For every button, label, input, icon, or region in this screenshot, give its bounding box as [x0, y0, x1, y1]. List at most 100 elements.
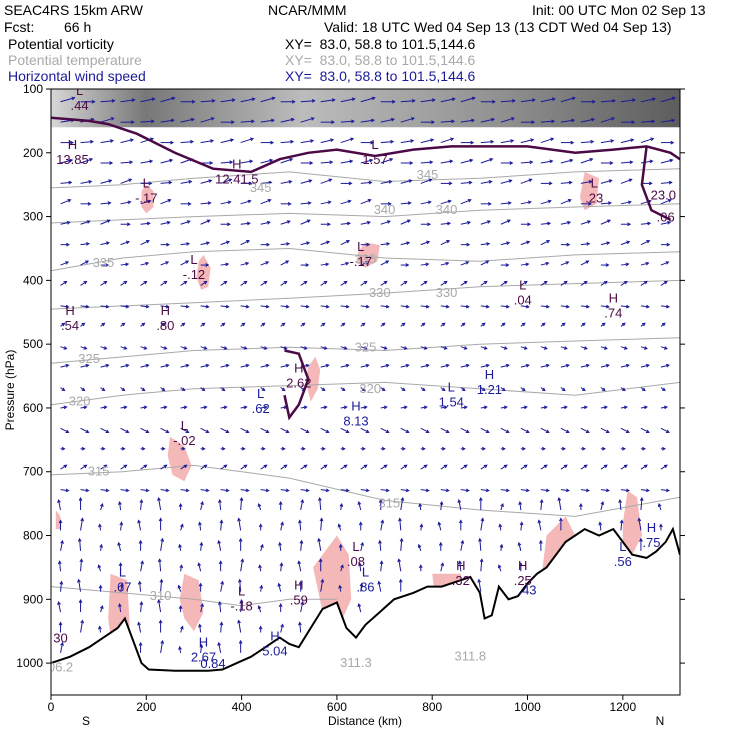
wind-arrow — [318, 496, 322, 511]
wind-arrow — [340, 427, 350, 433]
wind-arrow — [400, 99, 416, 103]
wind-arrow — [259, 584, 264, 592]
extremum-value: -.12 — [183, 267, 205, 282]
wind-arrow — [520, 98, 536, 103]
wind-arrow — [240, 280, 248, 286]
wind-arrow — [340, 488, 350, 493]
wind-arrow — [280, 346, 288, 350]
wind-arrow — [98, 523, 102, 531]
y-tick-label: 400 — [23, 273, 43, 287]
wind-arrow — [60, 427, 70, 433]
wind-arrow — [440, 239, 451, 246]
extremum-kind: H — [456, 558, 465, 573]
theta-label: 320 — [359, 381, 381, 396]
wind-arrow — [140, 464, 148, 470]
wind-arrow — [380, 99, 396, 104]
wind-arrow — [180, 523, 184, 531]
wind-arrow — [560, 405, 568, 410]
wind-arrow — [580, 427, 590, 433]
wind-arrow — [280, 363, 290, 368]
theta-label: 315 — [378, 496, 400, 511]
theta-label: 325 — [78, 351, 100, 366]
wind-arrow — [300, 280, 308, 286]
wind-arrow — [620, 98, 636, 103]
wind-arrow — [278, 603, 283, 613]
wind-arrow — [160, 304, 170, 309]
wind-arrow — [100, 117, 115, 123]
pv-region-8 — [179, 573, 204, 632]
wind-arrow — [120, 222, 131, 227]
wind-arrow — [458, 560, 462, 572]
wind-arrow — [500, 446, 506, 451]
wind-arrow — [660, 220, 672, 225]
wind-arrow — [260, 261, 270, 266]
extremum-value: .32 — [452, 573, 470, 588]
wind-arrow — [158, 517, 163, 531]
extremum-value: .62 — [252, 401, 270, 416]
wind-arrow — [480, 464, 488, 470]
wind-arrow — [600, 161, 614, 165]
wind-arrow — [420, 178, 433, 184]
wind-arrow — [340, 446, 346, 451]
wind-arrow — [620, 464, 628, 470]
wind-arrow — [240, 97, 256, 103]
wind-arrow — [260, 446, 266, 451]
wind-arrow — [220, 322, 226, 327]
wind-arrow — [440, 387, 446, 392]
wind-arrow — [358, 562, 362, 572]
wind-arrow — [400, 280, 408, 286]
wind-arrow — [380, 280, 388, 286]
extremum-kind: H — [294, 360, 303, 375]
wind-arrow — [640, 363, 650, 368]
wind-arrow — [400, 219, 411, 225]
wind-arrow — [460, 220, 472, 225]
wind-arrow — [640, 239, 651, 246]
pv-region-5 — [305, 356, 321, 402]
wind-arrow — [640, 119, 656, 124]
wind-arrow — [220, 387, 226, 392]
wind-arrow — [640, 159, 654, 164]
wind-arrow — [120, 464, 128, 470]
wind-arrow — [440, 363, 450, 368]
wind-arrow — [60, 322, 66, 327]
wind-arrow — [197, 562, 202, 572]
wind-arrow — [398, 517, 402, 531]
extremum-kind: H — [161, 303, 170, 318]
wind-arrow — [480, 242, 491, 246]
wind-arrow — [639, 496, 644, 511]
extremum-value: .67 — [113, 580, 131, 595]
wind-arrow — [639, 537, 643, 551]
wind-arrow — [660, 242, 671, 247]
wind-arrow — [360, 96, 376, 103]
wind-arrow — [120, 120, 135, 125]
wind-arrow — [280, 427, 290, 433]
extremum-kind: L — [352, 539, 359, 554]
wind-arrow — [360, 280, 368, 286]
wind-arrow — [360, 363, 370, 368]
wind-arrow — [540, 119, 556, 124]
wind-arrow — [420, 120, 436, 125]
wind-arrow — [440, 280, 448, 286]
wind-arrow — [380, 387, 386, 392]
wind-arrow — [460, 387, 466, 392]
theta-label: 345 — [250, 180, 272, 195]
wind-arrow — [660, 346, 668, 350]
wind-arrow — [260, 488, 270, 493]
wind-arrow — [580, 117, 596, 123]
wind-arrow — [380, 158, 394, 164]
wind-arrow — [138, 539, 143, 551]
wind-arrow — [100, 99, 116, 103]
wind-arrow — [60, 346, 68, 350]
wind-arrow — [640, 387, 646, 392]
wind-arrow — [137, 621, 142, 633]
wind-arrow — [57, 560, 62, 572]
wind-arrow — [220, 98, 236, 103]
wind-arrow — [659, 523, 663, 531]
wind-arrow — [480, 117, 496, 123]
extremum-kind: L — [257, 386, 264, 401]
wind-arrow — [520, 427, 530, 433]
wind-arrow — [540, 181, 553, 186]
wind-arrow — [520, 240, 531, 246]
wind-arrow — [200, 346, 208, 350]
wind-arrow — [320, 578, 325, 592]
